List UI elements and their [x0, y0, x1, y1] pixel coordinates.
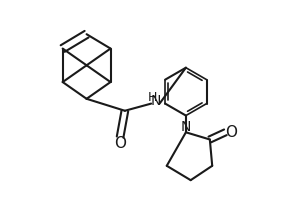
- Text: N: N: [151, 94, 161, 108]
- Text: O: O: [114, 136, 126, 151]
- Text: O: O: [225, 125, 237, 140]
- Text: H: H: [148, 91, 157, 104]
- Text: N: N: [181, 120, 191, 134]
